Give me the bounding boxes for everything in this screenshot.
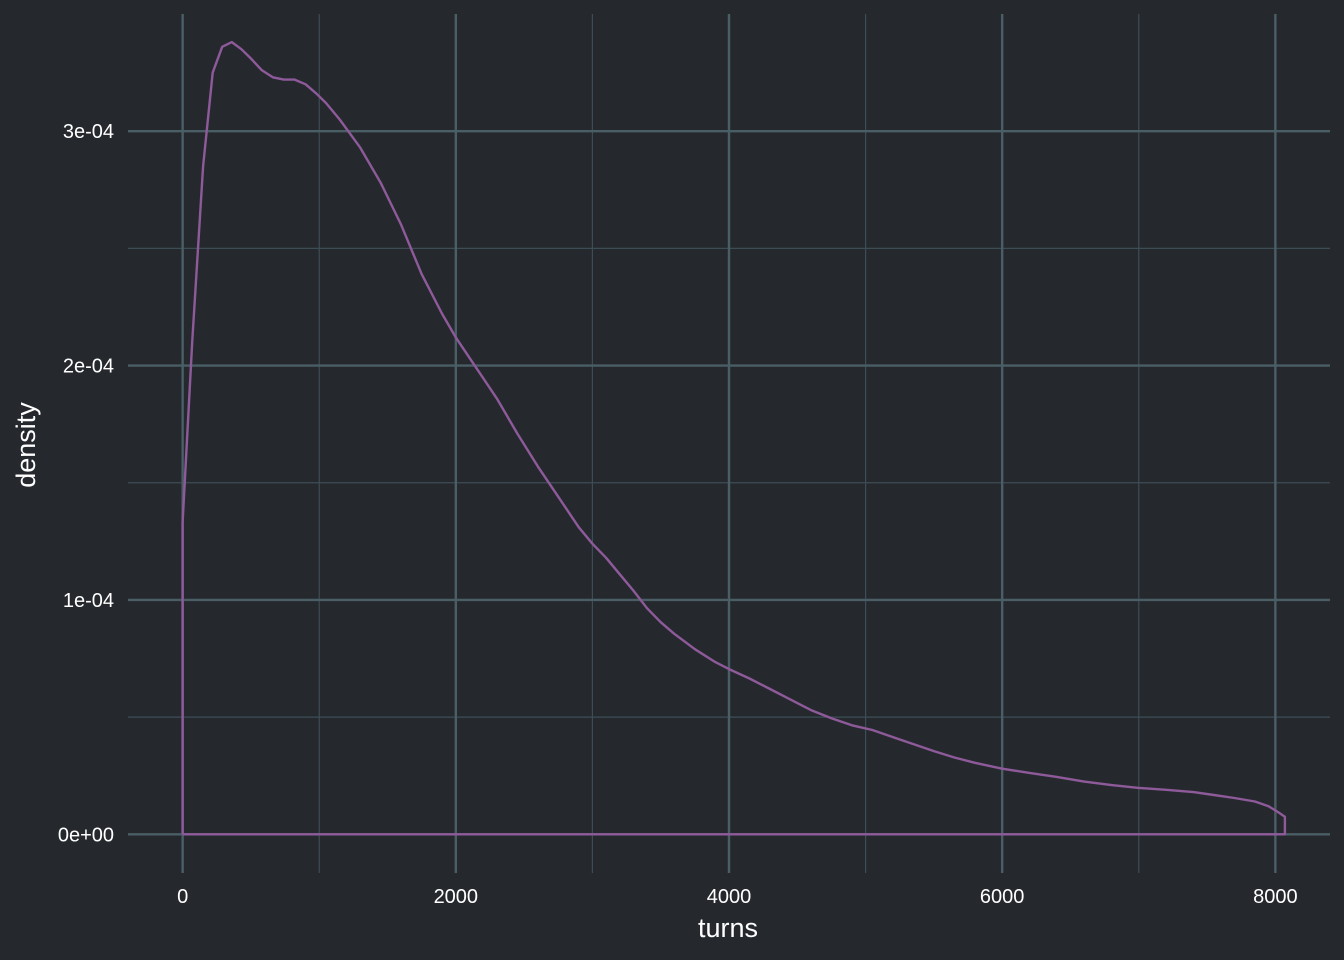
y-axis-ticks: 0e+00 1e-04 2e-04 3e-04 <box>58 121 114 846</box>
y-axis-title: density <box>11 402 41 488</box>
y-tick-label: 2e-04 <box>63 356 114 378</box>
x-tick-label: 2000 <box>434 886 479 908</box>
x-tick-label: 0 <box>177 886 188 908</box>
x-axis-title: turns <box>698 913 758 943</box>
y-tick-label: 1e-04 <box>63 590 114 612</box>
x-tick-label: 8000 <box>1253 886 1298 908</box>
series-layer <box>181 40 1287 836</box>
x-tick-label: 4000 <box>707 886 752 908</box>
x-tick-label: 6000 <box>980 886 1025 908</box>
y-tick-label: 3e-04 <box>63 121 114 143</box>
x-axis-ticks: 0 2000 4000 6000 8000 <box>177 886 1298 908</box>
y-tick-label: 0e+00 <box>58 824 114 846</box>
density-curve <box>181 40 1287 836</box>
